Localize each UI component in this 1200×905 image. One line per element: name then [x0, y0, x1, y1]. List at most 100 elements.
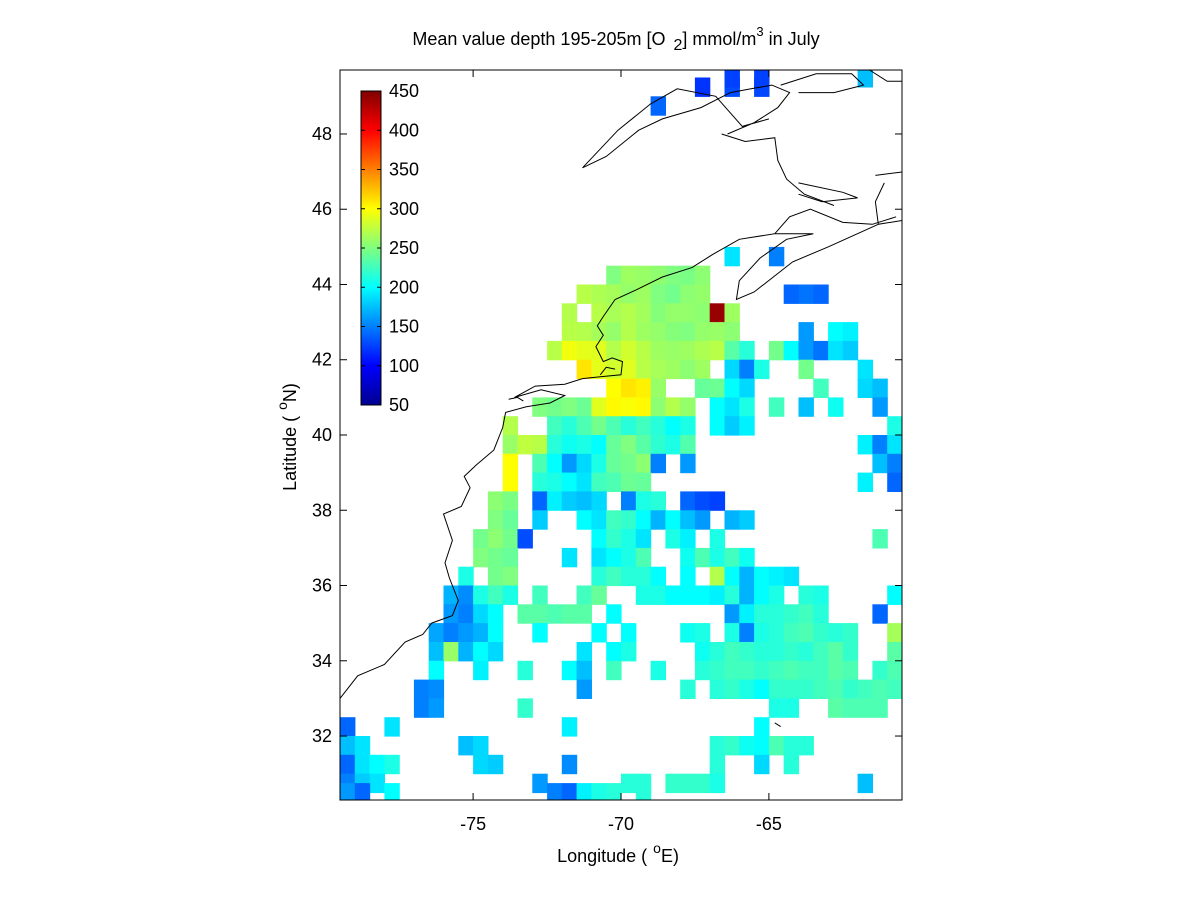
heatmap-cell — [576, 472, 592, 492]
heatmap-cell — [754, 604, 770, 624]
heatmap-cell — [694, 642, 711, 662]
heatmap-cell — [724, 416, 740, 436]
heatmap-cell — [547, 472, 563, 492]
heatmap-cell — [813, 604, 829, 624]
heatmap-cell — [680, 303, 696, 323]
heatmap-cell — [591, 435, 607, 455]
heatmap-cell — [473, 547, 489, 568]
heatmap-cell — [340, 717, 356, 737]
heatmap-cell — [872, 453, 888, 474]
heatmap-cell — [428, 660, 445, 681]
heatmap-cell — [502, 435, 519, 455]
coastline-path — [869, 70, 902, 82]
heatmap-cell — [635, 322, 652, 342]
heatmap-cell — [680, 547, 696, 568]
heatmap-cell — [798, 322, 814, 342]
heatmap-cell — [798, 604, 814, 624]
heatmap-cell — [739, 378, 755, 398]
heatmap-cell — [783, 623, 800, 643]
heatmap-cell — [680, 491, 696, 511]
heatmap-cell — [724, 246, 740, 267]
heatmap-cell — [591, 566, 607, 587]
heatmap-cell — [576, 679, 592, 699]
heatmap-cell — [872, 435, 888, 455]
heatmap-cell — [709, 660, 726, 681]
heatmap-cell — [606, 660, 622, 681]
heatmap-cell — [857, 679, 873, 699]
heatmap-cell — [458, 585, 474, 605]
heatmap-cell — [872, 397, 888, 417]
heatmap-cell — [739, 604, 755, 624]
heatmap-cell — [754, 660, 770, 681]
heatmap-cell — [754, 70, 770, 88]
colorbar-tick-label: 250 — [389, 238, 419, 258]
heatmap-cell — [665, 265, 681, 286]
heatmap-cell — [650, 397, 666, 417]
heatmap-cell — [828, 397, 844, 417]
colorbar-tick-label: 100 — [389, 356, 419, 376]
heatmap-cell — [621, 642, 637, 662]
heatmap-cell — [591, 359, 607, 380]
heatmap-cell — [606, 265, 622, 286]
heatmap-cell — [576, 660, 592, 681]
heatmap-cell — [635, 529, 652, 549]
heatmap-cell — [783, 604, 800, 624]
heatmap-cell — [473, 660, 489, 681]
heatmap-cell — [724, 623, 740, 643]
heatmap-cell — [591, 472, 607, 492]
heatmap-cell — [635, 472, 652, 492]
heatmap-cell — [487, 566, 504, 587]
colorbar-tick-label: 50 — [389, 395, 409, 415]
y-tick-label: 32 — [312, 726, 332, 746]
heatmap-cell — [813, 340, 829, 361]
heatmap-cell — [768, 736, 785, 756]
heatmap-cell — [487, 547, 504, 568]
heatmap-cell — [458, 623, 474, 643]
heatmap-cell — [724, 642, 740, 662]
heatmap-cell — [828, 642, 844, 662]
heatmap-cell — [857, 359, 873, 380]
heatmap-cell — [650, 453, 666, 474]
heatmap-cell — [798, 736, 814, 756]
heatmap-cell — [650, 416, 666, 436]
heatmap-cell — [680, 510, 696, 530]
heatmap-cell — [428, 698, 445, 718]
axis-ticks: -75 -70 -65 32 34 36 38 40 42 44 46 48 — [312, 70, 902, 834]
coastline-path — [599, 366, 616, 376]
heatmap-cell — [502, 416, 519, 436]
heatmap-cell — [857, 773, 873, 794]
heatmap-cell — [502, 472, 519, 492]
heatmap-cell — [621, 435, 637, 455]
heatmap-cell — [798, 284, 814, 304]
heatmap-cell — [739, 566, 755, 587]
heatmap-cell — [591, 623, 607, 643]
heatmap-cell — [739, 642, 755, 662]
heatmap-cell — [887, 642, 902, 662]
heatmap-cell — [783, 642, 800, 662]
heatmap-cell — [872, 529, 888, 549]
heatmap-cell — [369, 773, 385, 794]
heatmap-cell — [561, 660, 578, 681]
heatmap-cell — [635, 359, 652, 380]
heatmap-cell — [487, 585, 504, 605]
heatmap-cell — [665, 397, 681, 417]
heatmap-cell — [591, 783, 607, 800]
heatmap-cell — [561, 717, 578, 737]
heatmap-cell — [709, 585, 726, 605]
heatmap-cell — [621, 416, 637, 436]
heatmap-cell — [606, 303, 622, 323]
heatmap-cell — [532, 604, 548, 624]
heatmap-cell — [606, 322, 622, 342]
heatmap-cell — [754, 585, 770, 605]
heatmap-cell — [487, 510, 504, 530]
heatmap-cell — [621, 453, 637, 474]
heatmap-cell — [887, 472, 902, 492]
heatmap-cell — [694, 303, 711, 323]
heatmap-cell — [473, 642, 489, 662]
y-tick-label: 34 — [312, 651, 332, 671]
heatmap-cell — [606, 566, 622, 587]
heatmap-cell — [650, 303, 666, 323]
heatmap-cell — [828, 679, 844, 699]
heatmap-cell — [340, 783, 356, 800]
